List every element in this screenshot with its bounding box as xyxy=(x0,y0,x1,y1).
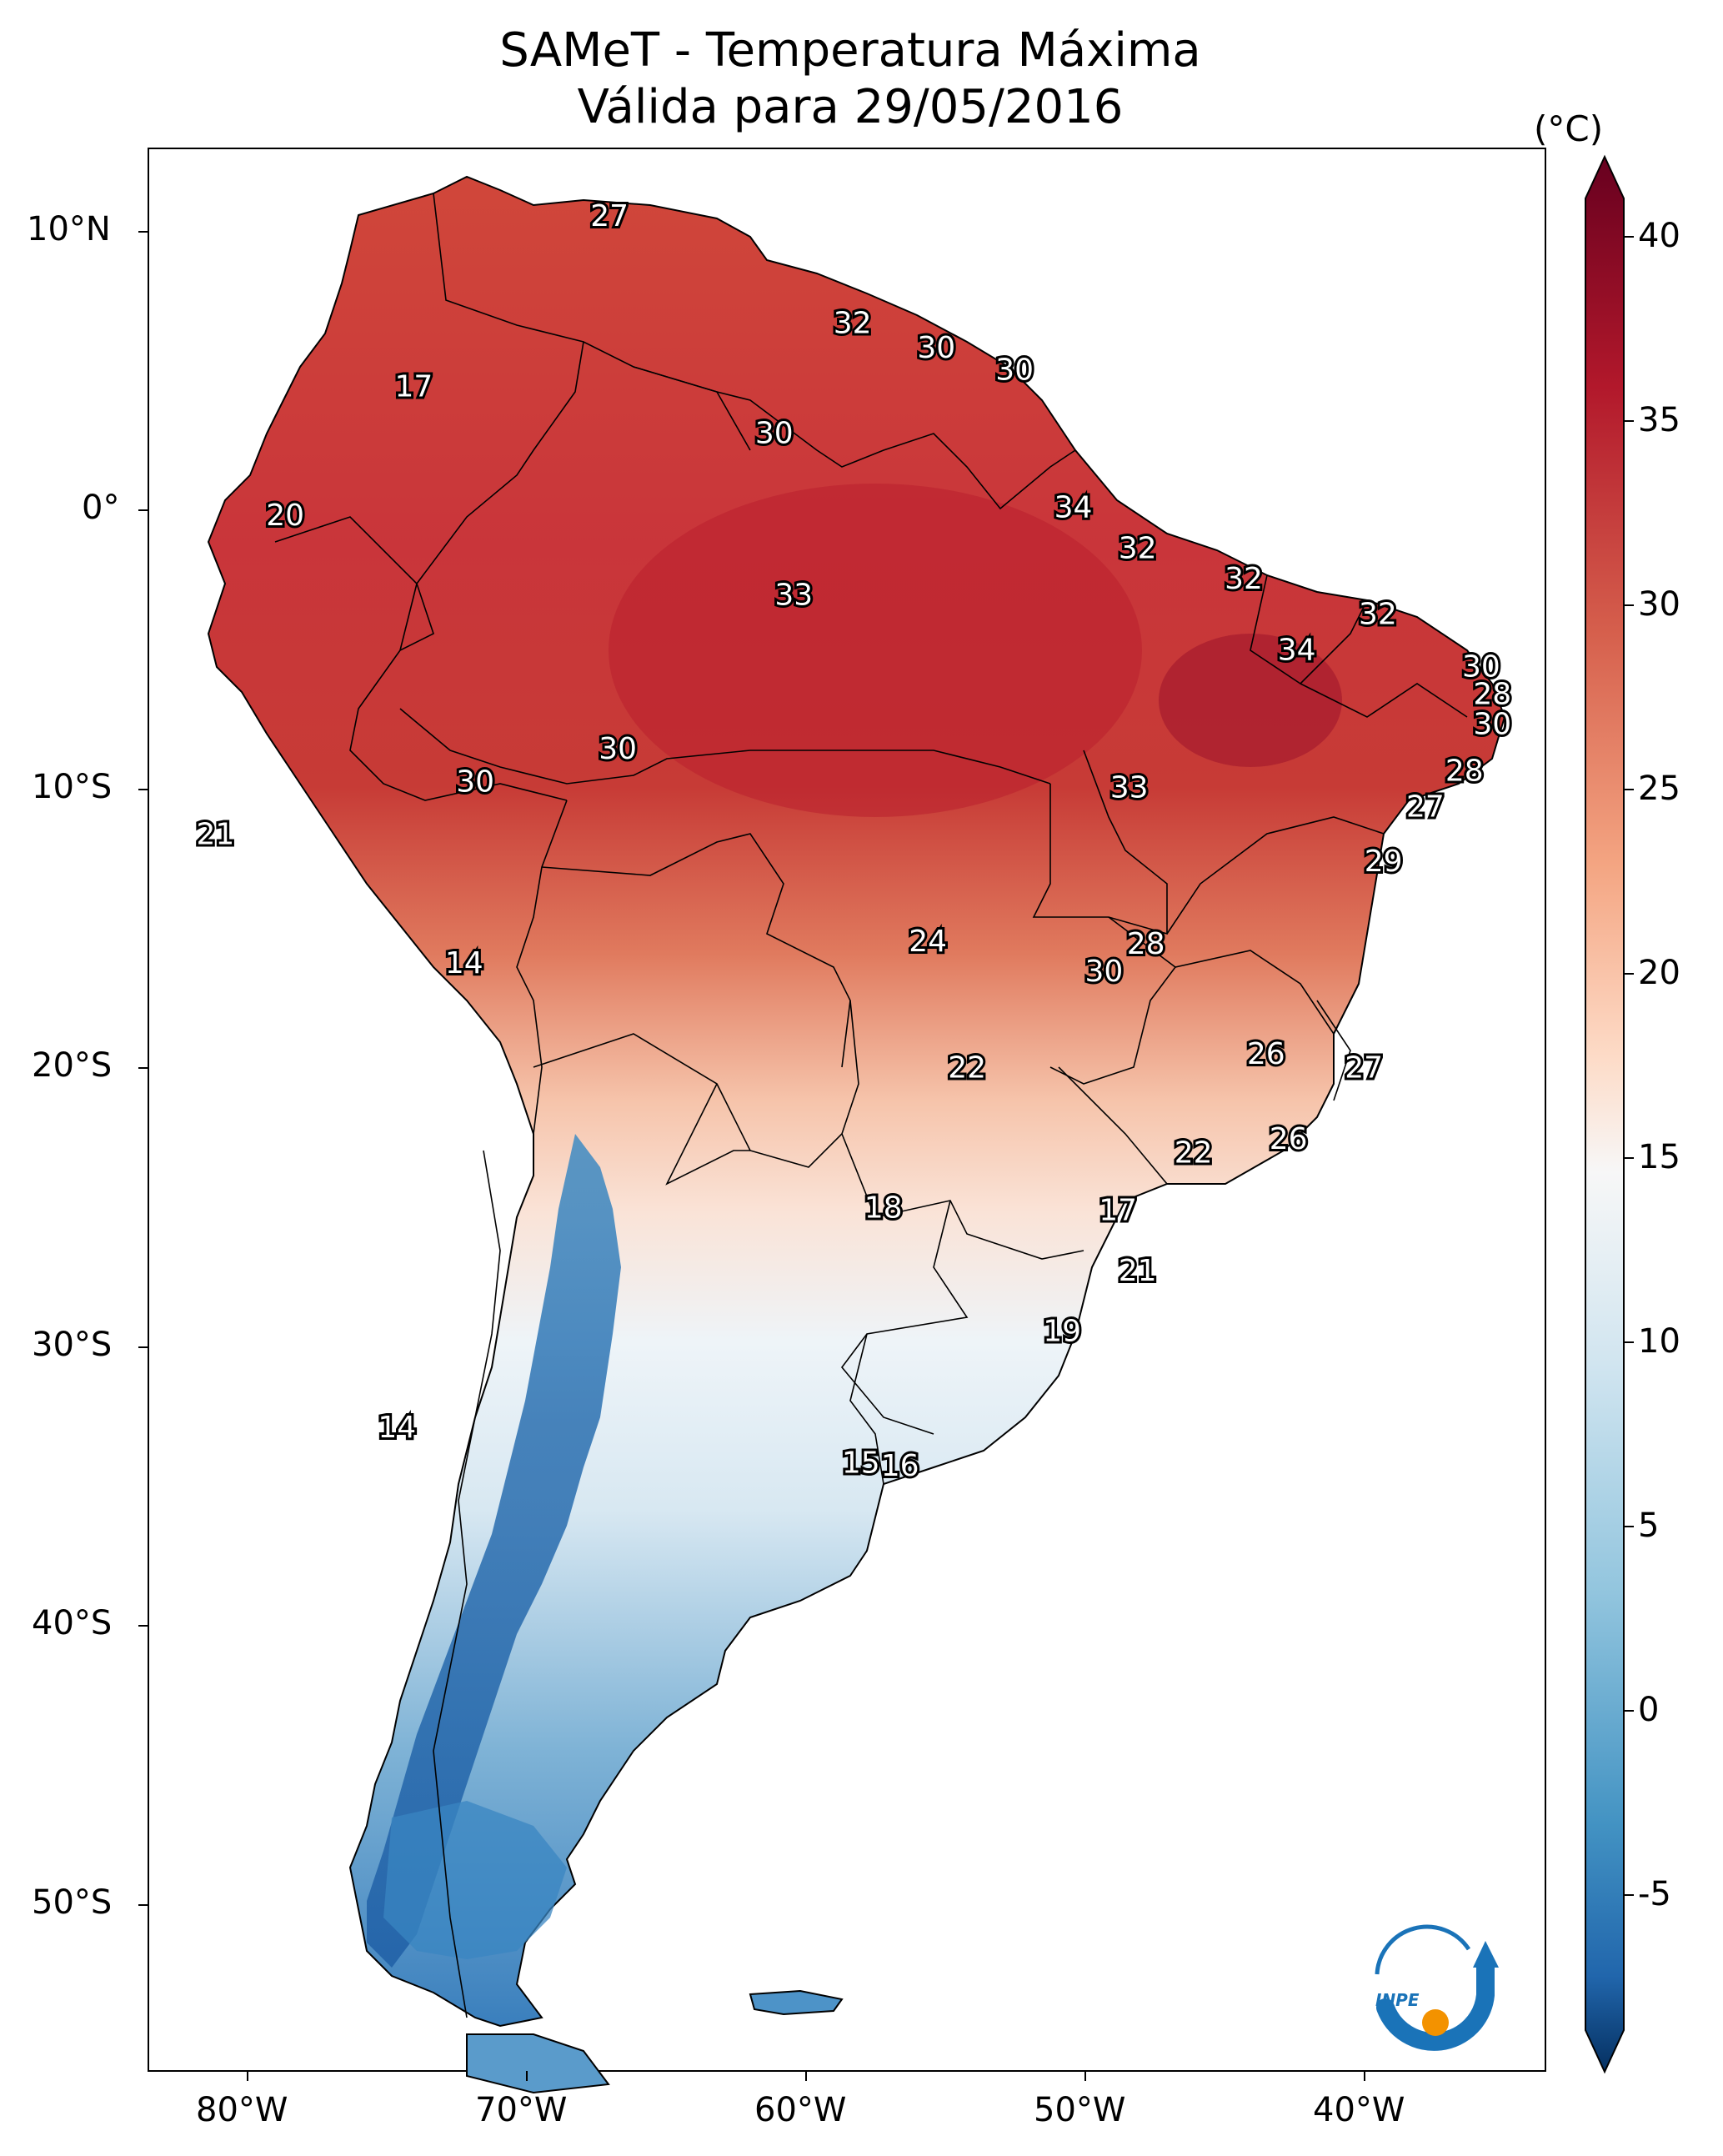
patagonia-cold-zone xyxy=(383,1801,567,1959)
temperature-label: 30 xyxy=(917,331,955,365)
colorbar-tick-label: 40 xyxy=(1638,217,1680,255)
falkland-islands xyxy=(749,1989,844,2016)
y-tick-label: 50°S xyxy=(32,1883,113,1922)
temperature-label: 30 xyxy=(1462,649,1500,684)
temperature-label: 17 xyxy=(394,369,433,404)
temperature-label: 26 xyxy=(1247,1037,1285,1071)
temperature-label: 29 xyxy=(1365,845,1403,879)
temperature-label: 28 xyxy=(1445,755,1484,789)
temperature-label: 21 xyxy=(1119,1254,1157,1288)
temperature-label: 28 xyxy=(1473,677,1511,711)
y-tick-label: 10°S xyxy=(32,768,113,806)
map-title-line2: Válida para 29/05/2016 xyxy=(577,80,1124,134)
temperature-label: 33 xyxy=(774,579,813,613)
x-tick-label: 50°W xyxy=(1034,2091,1126,2129)
x-axis-ticks xyxy=(247,2071,1365,2081)
temperature-label: 26 xyxy=(1270,1122,1308,1156)
amazon-warm-core xyxy=(609,484,1142,817)
country-borders xyxy=(274,193,1468,2018)
temperature-label: 22 xyxy=(1175,1136,1213,1170)
colorbar xyxy=(1585,154,1625,2074)
temperature-label: 34 xyxy=(1054,490,1093,524)
temperature-label: 14 xyxy=(378,1411,416,1445)
x-tick-label: 40°W xyxy=(1313,2091,1405,2129)
temperature-label: 17 xyxy=(1099,1194,1137,1228)
colorbar-tick-label: 10 xyxy=(1638,1322,1680,1361)
temperature-label: 32 xyxy=(834,307,872,341)
temperature-label: 19 xyxy=(1043,1315,1081,1349)
temperature-label: 34 xyxy=(1278,634,1316,668)
temperature-label: 14 xyxy=(445,946,483,980)
map-title-line1: SAMeT - Temperatura Máxima xyxy=(499,23,1201,78)
colorbar-tick-label: 20 xyxy=(1638,954,1680,992)
y-tick-label: 0° xyxy=(82,489,120,527)
temperature-label: 27 xyxy=(1406,790,1445,824)
y-axis-ticks xyxy=(138,231,148,1906)
x-tick-label: 80°W xyxy=(196,2091,288,2129)
temperature-label: 30 xyxy=(599,732,637,766)
temperature-label: 27 xyxy=(1345,1050,1383,1085)
andes-cold-band xyxy=(367,1134,621,1968)
temperature-label: 30 xyxy=(1473,708,1511,742)
temperature-label: 30 xyxy=(1084,955,1123,989)
colorbar-tick-label: 25 xyxy=(1638,770,1680,808)
colorbar-tick-label: -5 xyxy=(1638,1875,1671,1913)
temperature-label: 21 xyxy=(196,817,234,851)
temperature-label: 28 xyxy=(1127,927,1165,961)
temperature-label: 30 xyxy=(456,765,494,800)
colorbar-tick-label: 30 xyxy=(1638,585,1680,624)
colorbar-unit: (°C) xyxy=(1534,108,1604,149)
temperature-label: 32 xyxy=(1119,532,1157,566)
y-tick-label: 20°S xyxy=(32,1046,113,1085)
temperature-label: 32 xyxy=(1225,562,1263,596)
temperature-label: 15 xyxy=(842,1447,880,1481)
y-tick-label: 30°S xyxy=(32,1326,113,1364)
inpe-logo: INPE xyxy=(1375,1924,1499,2051)
y-tick-label: 10°N xyxy=(27,210,111,248)
tierra-del-fuego xyxy=(466,2033,610,2094)
colorbar-tick-label: 35 xyxy=(1638,401,1680,439)
temperature-label: 30 xyxy=(755,416,794,450)
temperature-label: 32 xyxy=(1359,598,1397,632)
colorbar-ticks xyxy=(1624,236,1634,1896)
x-tick-label: 60°W xyxy=(754,2091,847,2129)
temperature-label: 18 xyxy=(864,1191,903,1225)
temperature-label: 27 xyxy=(590,199,629,233)
temperature-label: 20 xyxy=(266,499,304,533)
temperature-label: 30 xyxy=(995,353,1034,388)
temperature-label: 16 xyxy=(881,1449,919,1483)
inpe-logo-text: INPE xyxy=(1375,1990,1420,2010)
temperature-label: 33 xyxy=(1110,770,1149,805)
northeast-warm-core xyxy=(1159,634,1342,767)
temperature-label: 22 xyxy=(948,1050,986,1085)
y-tick-label: 40°S xyxy=(32,1604,113,1642)
colorbar-tick-label: 0 xyxy=(1638,1691,1660,1729)
x-tick-label: 70°W xyxy=(475,2091,568,2129)
colorbar-tick-label: 15 xyxy=(1638,1138,1680,1176)
colorbar-tick-label: 5 xyxy=(1638,1507,1660,1545)
temperature-label: 24 xyxy=(909,925,947,959)
